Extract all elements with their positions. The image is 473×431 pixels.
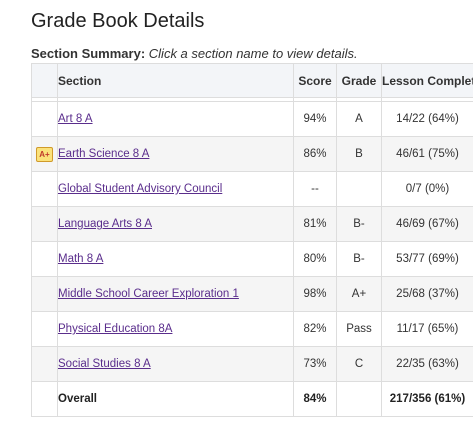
row-grade: A+ <box>336 276 382 312</box>
row-score: 86% <box>293 136 337 172</box>
row-grade: C <box>336 346 382 382</box>
section-link-social-studies-8a[interactable]: Social Studies 8 A <box>58 358 151 370</box>
table-row: Physical Education 8A 82% Pass 11/17 (65… <box>31 311 473 347</box>
table-row: A+ Earth Science 8 A 86% B 46/61 (75%) <box>31 136 473 172</box>
section-link-art-8a[interactable]: Art 8 A <box>58 113 93 125</box>
row-score: 94% <box>293 101 337 137</box>
overall-row: Overall 84% 217/356 (61%) <box>31 381 473 417</box>
section-summary-hint: Click a section name to view details. <box>148 46 358 61</box>
row-grade: B- <box>336 241 382 277</box>
row-score: 80% <box>293 241 337 277</box>
table-header-row: Section Score Grade Lesson Completion <box>31 63 473 98</box>
row-score: 81% <box>293 206 337 242</box>
header-lesson-completion: Lesson Completion <box>381 63 473 98</box>
row-lesson-completion: 53/77 (69%) <box>381 241 473 277</box>
section-link-earth-science-8a[interactable]: Earth Science 8 A <box>58 148 150 160</box>
row-score: -- <box>293 171 337 207</box>
row-badge-cell <box>31 101 58 137</box>
row-lesson-completion: 0/7 (0%) <box>381 171 473 207</box>
header-icon-column <box>31 63 58 98</box>
row-badge-cell <box>31 171 58 207</box>
row-badge-cell <box>31 346 58 382</box>
a-plus-badge-icon: A+ <box>36 146 53 162</box>
section-link-language-arts-8a[interactable]: Language Arts 8 A <box>58 218 153 230</box>
section-link-global-student-advisory-council[interactable]: Global Student Advisory Council <box>58 183 223 195</box>
table-row: Language Arts 8 A 81% B- 46/69 (67%) <box>31 206 473 242</box>
row-score: 98% <box>293 276 337 312</box>
section-link-math-8a[interactable]: Math 8 A <box>58 253 104 265</box>
table-row: Global Student Advisory Council -- 0/7 (… <box>31 171 473 207</box>
grade-book-table: Section Score Grade Lesson Completion Ar… <box>31 63 473 417</box>
section-summary-label: Section Summary: <box>31 46 146 61</box>
header-score: Score <box>293 63 337 98</box>
overall-lesson-completion: 217/356 (61%) <box>381 381 473 417</box>
row-grade: B <box>336 136 382 172</box>
section-link-middle-school-career-exploration-1[interactable]: Middle School Career Exploration 1 <box>58 288 239 300</box>
row-lesson-completion: 25/68 (37%) <box>381 276 473 312</box>
row-grade: Pass <box>336 311 382 347</box>
overall-grade <box>336 381 382 417</box>
table-row: Middle School Career Exploration 1 98% A… <box>31 276 473 312</box>
overall-label: Overall <box>57 381 294 417</box>
header-grade: Grade <box>336 63 382 98</box>
row-score: 73% <box>293 346 337 382</box>
row-badge-cell <box>31 276 58 312</box>
row-badge-cell <box>31 241 58 277</box>
row-lesson-completion: 14/22 (64%) <box>381 101 473 137</box>
row-lesson-completion: 22/35 (63%) <box>381 346 473 382</box>
row-badge-cell <box>31 311 58 347</box>
row-badge-cell <box>31 206 58 242</box>
table-row: Social Studies 8 A 73% C 22/35 (63%) <box>31 346 473 382</box>
overall-score: 84% <box>293 381 337 417</box>
row-badge-cell: A+ <box>31 136 58 172</box>
table-row: Art 8 A 94% A 14/22 (64%) <box>31 101 473 137</box>
row-lesson-completion: 46/69 (67%) <box>381 206 473 242</box>
page-title: Grade Book Details <box>31 10 205 32</box>
table-row: Math 8 A 80% B- 53/77 (69%) <box>31 241 473 277</box>
row-badge-cell <box>31 381 58 417</box>
section-summary: Section Summary: Click a section name to… <box>31 46 358 61</box>
header-section: Section <box>57 63 294 98</box>
row-lesson-completion: 46/61 (75%) <box>381 136 473 172</box>
row-grade: B- <box>336 206 382 242</box>
row-lesson-completion: 11/17 (65%) <box>381 311 473 347</box>
row-grade <box>336 171 382 207</box>
row-score: 82% <box>293 311 337 347</box>
row-grade: A <box>336 101 382 137</box>
section-link-physical-education-8a[interactable]: Physical Education 8A <box>58 323 173 335</box>
